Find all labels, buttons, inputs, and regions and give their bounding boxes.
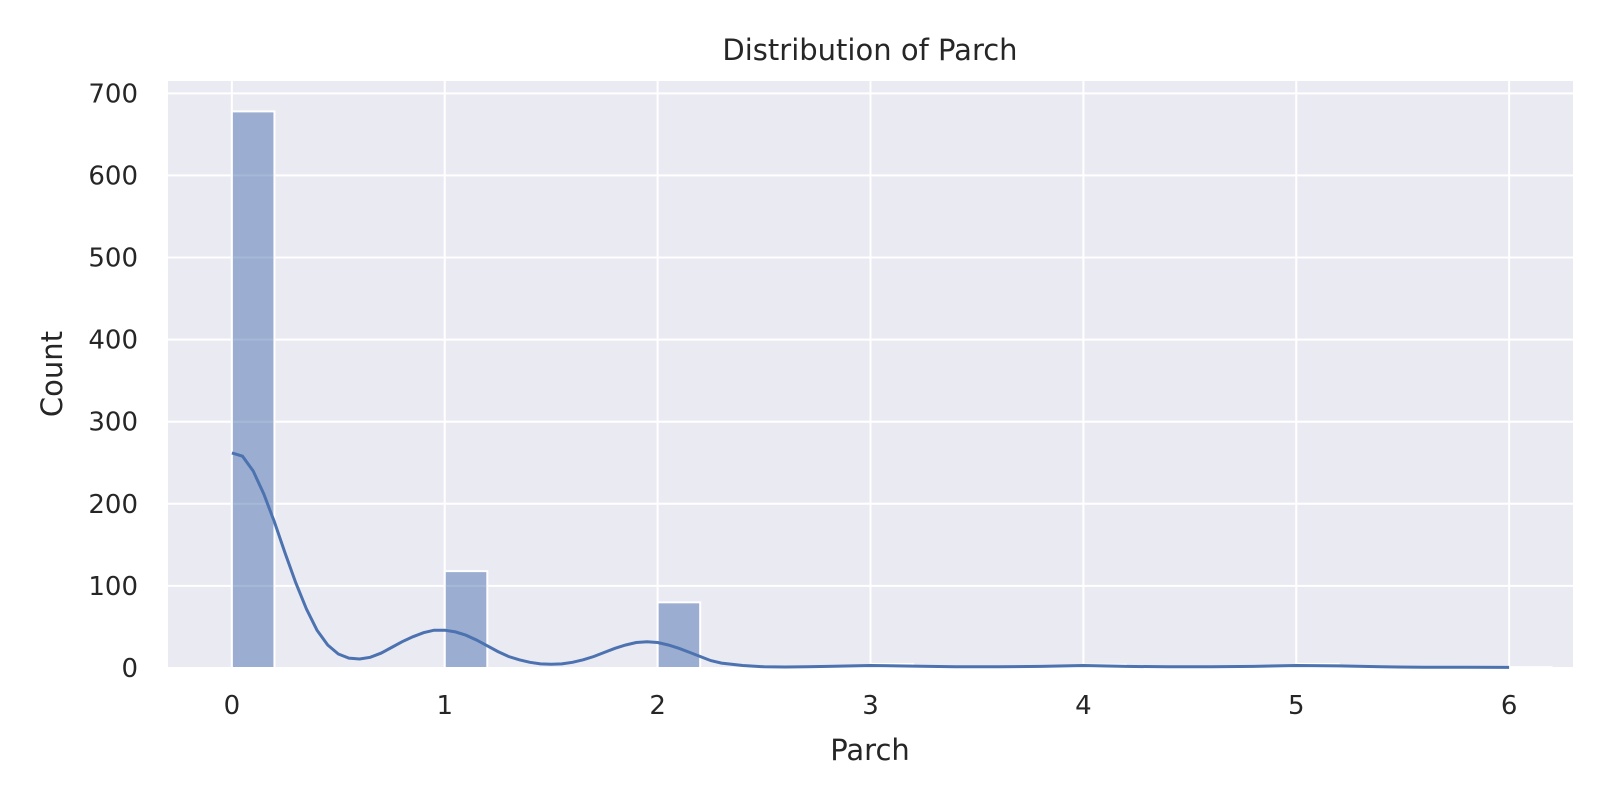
x-tick-label: 3 [862,691,879,721]
histogram-bar [656,601,702,669]
y-tick-label: 600 [88,161,138,191]
y-axis-label: Count [35,331,69,417]
grid-lines [168,81,1573,669]
y-tick-label: 300 [88,408,138,438]
y-tick-label: 400 [88,326,138,356]
y-tick-label: 0 [121,654,138,684]
chart-title: Distribution of Parch [722,33,1017,67]
y-tick-label: 100 [88,572,138,602]
histogram-bar [443,570,489,669]
y-axis-ticks: 0 100 200 300 400 500 600 700 [88,79,138,684]
kde-curve [231,451,1510,669]
x-tick-label: 5 [1288,691,1305,721]
histogram-bar [230,110,276,669]
y-tick-label: 200 [88,490,138,520]
x-tick-label: 6 [1501,691,1518,721]
x-tick-label: 4 [1075,691,1092,721]
x-axis-ticks: 0 1 2 3 4 5 6 [224,691,1518,721]
x-tick-label: 0 [224,691,241,721]
histogram-bars [230,110,1553,669]
y-tick-label: 700 [88,79,138,109]
x-axis-label: Parch [830,733,910,767]
y-tick-label: 500 [88,244,138,274]
x-tick-label: 2 [649,691,666,721]
histogram-bar [1508,666,1553,669]
x-tick-label: 1 [436,691,453,721]
